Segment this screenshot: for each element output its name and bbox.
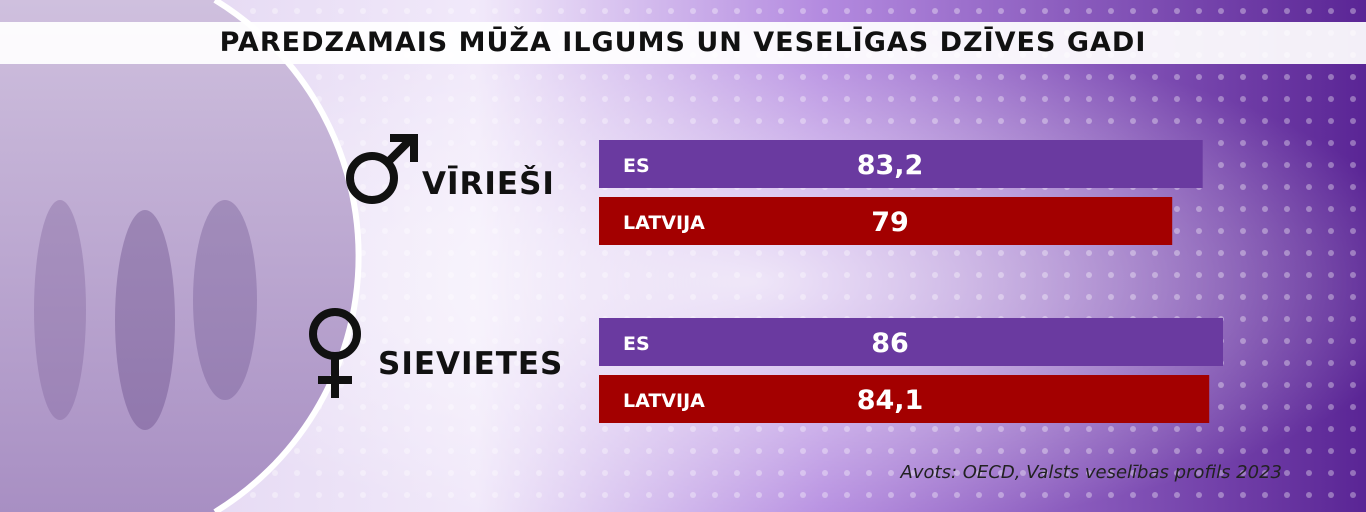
bar-0-1 [599,197,1173,245]
bar-value-label-1-1: 84,1 [857,385,924,416]
group-label-men: VĪRIEŠI [422,166,555,202]
bar-category-label-0-1: LATVIJA [623,212,705,234]
bar-1-0 [599,318,1223,366]
bar-1-1 [599,375,1210,423]
male-symbol-icon [346,134,418,204]
bar-category-label-1-0: ES [623,333,650,355]
female-symbol-icon [309,308,361,398]
bar-value-label-1-0: 86 [871,328,909,359]
bar-category-label-0-0: ES [623,155,650,177]
chart-title: PAREDZAMAIS MŪŽA ILGUMS UN VESELĪGAS DZĪ… [219,27,1147,58]
title-band [0,22,1366,64]
bar-value-label-0-0: 83,2 [857,150,924,181]
source-note: Avots: OECD, Valsts veselības profils 20… [900,462,1282,483]
photo-circle [0,0,362,512]
bar-value-label-0-1: 79 [871,207,909,238]
bar-category-label-1-1: LATVIJA [623,390,705,412]
group-label-women: SIEVIETES [378,346,564,382]
bar-0-0 [599,140,1203,188]
